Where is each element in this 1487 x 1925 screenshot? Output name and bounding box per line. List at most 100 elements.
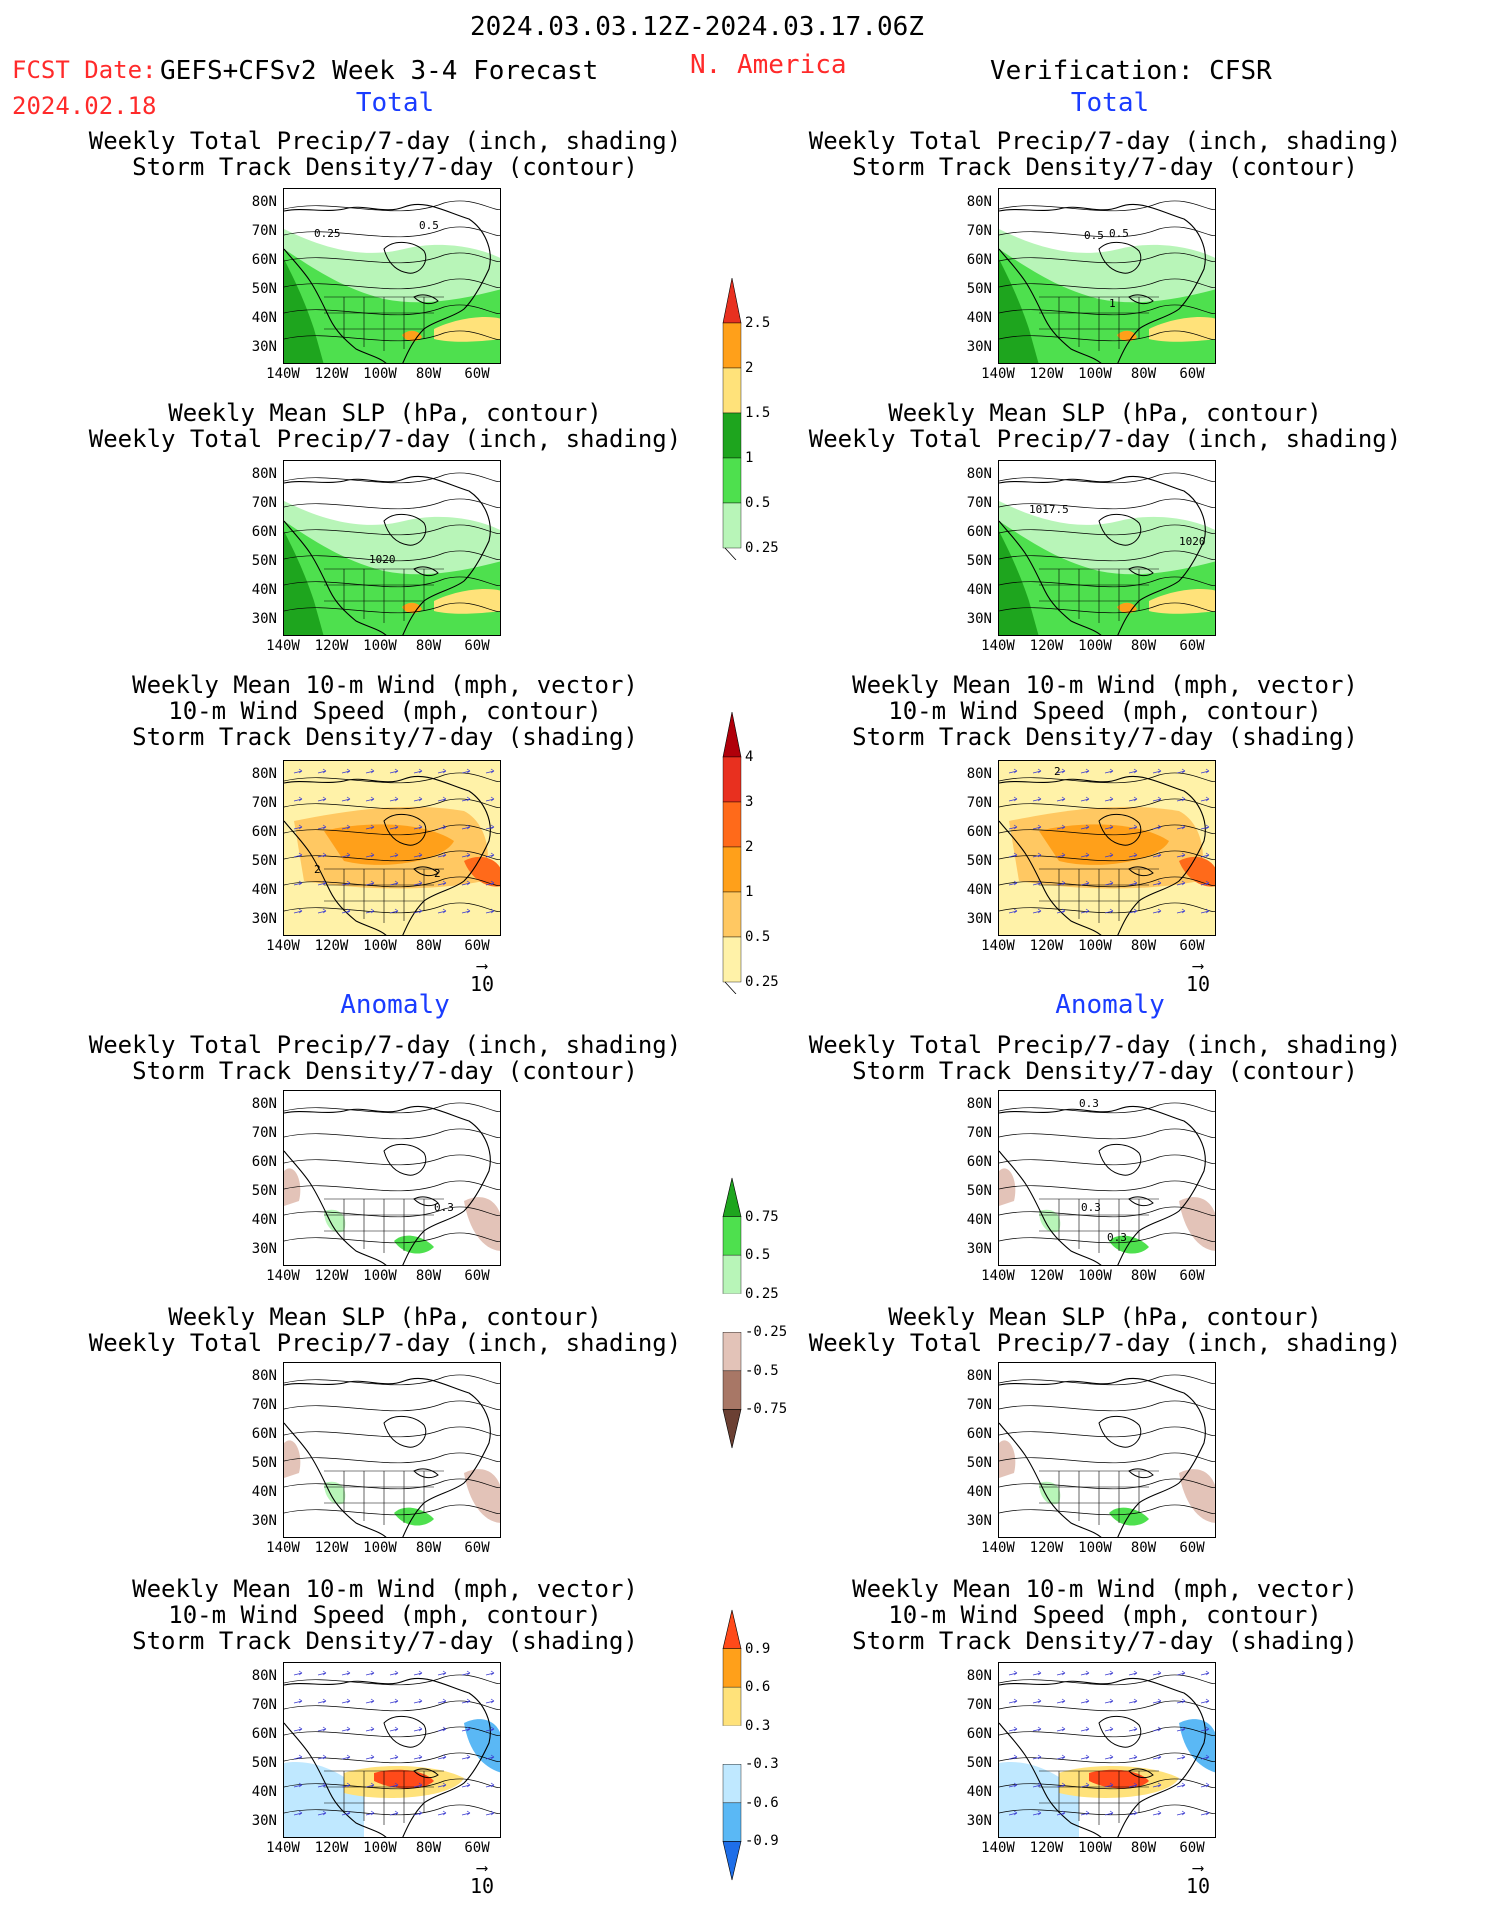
wind-vector — [1176, 1810, 1186, 1816]
contour-line — [284, 902, 500, 914]
wind-vector — [389, 908, 399, 914]
wind-vector — [1152, 1726, 1162, 1732]
state-borders — [1039, 1470, 1159, 1525]
lon-tick-label: 100W — [1078, 1268, 1112, 1284]
lon-tick-label: 60W — [1179, 1840, 1205, 1856]
lon-tick-label: 120W — [314, 938, 349, 954]
lon-tick-label: 80W — [1130, 1268, 1157, 1284]
wind-vector — [389, 1754, 399, 1760]
wind-vector — [1176, 824, 1186, 830]
wind-vector — [1080, 908, 1090, 914]
contour-line — [284, 1426, 500, 1438]
vector-ref-r6: ⟶ 10 — [1178, 1860, 1218, 1899]
lon-tick-label: 140W — [981, 1840, 1015, 1856]
wind-vector — [341, 908, 351, 914]
hudson-bay-outline — [383, 1144, 427, 1176]
wind-vector — [341, 1754, 351, 1760]
wind-vector — [413, 824, 423, 830]
wind-vector — [437, 880, 447, 886]
wind-vector — [1104, 1670, 1114, 1676]
wind-vector — [293, 1726, 303, 1732]
colorbar-swatch — [722, 1332, 742, 1372]
lat-tick-label: 50N — [251, 1183, 277, 1199]
wind-vector — [293, 1754, 303, 1760]
wind-vector — [365, 1810, 375, 1816]
wind-vector — [413, 908, 423, 914]
title-line: Weekly Mean 10-m Wind (mph, vector) — [132, 671, 638, 699]
wind-vector — [389, 1670, 399, 1676]
lon-tick-label: 80W — [415, 366, 442, 382]
verification-label: Verification: CFSR — [990, 56, 1272, 86]
lon-tick-label: 100W — [1078, 366, 1112, 382]
coastline — [999, 1677, 1206, 1837]
map-panel-l4: 0.3 — [283, 1090, 501, 1266]
contour-line — [284, 1128, 500, 1140]
forecast-title: GEFS+CFSv2 Week 3-4 Forecast — [160, 56, 599, 86]
wind-vector — [1008, 1782, 1018, 1788]
wind-vector — [461, 1698, 471, 1704]
contour-line — [999, 472, 1215, 484]
title-r4: Weekly Total Precip/7-day (inch, shading… — [745, 1032, 1465, 1084]
colorbar-svg — [722, 1177, 742, 1449]
lon-tick-label: 80W — [1130, 638, 1157, 654]
section-total-right: Total — [1070, 88, 1150, 118]
lat-tick-label: 50N — [966, 1755, 992, 1771]
wind-vector — [389, 1782, 399, 1788]
lon-tick-label: 120W — [1029, 366, 1064, 382]
colorbar-label: 0.5 — [745, 1247, 771, 1264]
wind-vector — [413, 796, 423, 802]
wind-vector — [1128, 1698, 1138, 1704]
wind-vector — [461, 1810, 471, 1816]
wind-vector — [1056, 1670, 1066, 1676]
wind-vector — [1008, 768, 1018, 774]
lat-tick-label: 70N — [251, 1125, 277, 1141]
wind-vector — [437, 796, 447, 802]
title-line: Weekly Total Precip/7-day (inch, shading… — [808, 425, 1402, 453]
wind-vector — [1104, 908, 1114, 914]
title-line: Weekly Total Precip/7-day (inch, shading… — [88, 1031, 682, 1059]
contour-line — [999, 1452, 1215, 1464]
state-borders — [324, 568, 444, 623]
lon-tick-label: 100W — [1078, 638, 1112, 654]
colorbar-label: 0.75 — [745, 1208, 779, 1225]
contour-line — [284, 550, 500, 562]
lat-tick-label: 40N — [966, 882, 992, 898]
coastline — [284, 203, 491, 363]
contour-line — [999, 1478, 1215, 1490]
map-panel-l2: 1020 — [283, 460, 501, 636]
wind-vector — [341, 1698, 351, 1704]
colorbar-label: 0.25 — [745, 974, 779, 990]
wind-vector — [1080, 852, 1090, 858]
section-anomaly-left: Anomaly — [340, 990, 450, 1020]
contour-line — [284, 602, 500, 614]
lat-tick-label: 80N — [966, 194, 992, 210]
title-line: Storm Track Density/7-day (shading) — [852, 1627, 1358, 1655]
wind-vector — [437, 908, 447, 914]
contour-line — [999, 1232, 1215, 1244]
wind-vector — [293, 1698, 303, 1704]
colorbar-label: 1.5 — [745, 405, 771, 421]
title-line: Storm Track Density/7-day (contour) — [132, 1057, 638, 1085]
coastline — [999, 203, 1206, 363]
lon-tick-label: 100W — [363, 638, 397, 654]
title-line: Storm Track Density/7-day (contour) — [852, 1057, 1358, 1085]
colorbar-swatch — [722, 801, 742, 848]
wind-vector — [485, 880, 495, 886]
contour-line — [999, 304, 1215, 316]
shading-region — [464, 856, 500, 887]
contour-line — [999, 498, 1215, 510]
wind-vector — [485, 1782, 495, 1788]
lat-tick-label: 70N — [966, 1397, 992, 1413]
wind-vector — [293, 796, 303, 802]
shading-region — [402, 330, 422, 342]
wind-vector — [1152, 852, 1162, 858]
title-line: Storm Track Density/7-day (shading) — [132, 723, 638, 751]
wind-vector — [1008, 908, 1018, 914]
wind-vector — [1176, 852, 1186, 858]
state-borders — [324, 296, 444, 351]
contour-label: 1020 — [1179, 535, 1206, 548]
shading-region — [464, 1197, 500, 1251]
contour-line — [284, 1206, 500, 1218]
wind-vector — [1080, 1726, 1090, 1732]
title-line: Weekly Total Precip/7-day (inch, shading… — [88, 425, 682, 453]
